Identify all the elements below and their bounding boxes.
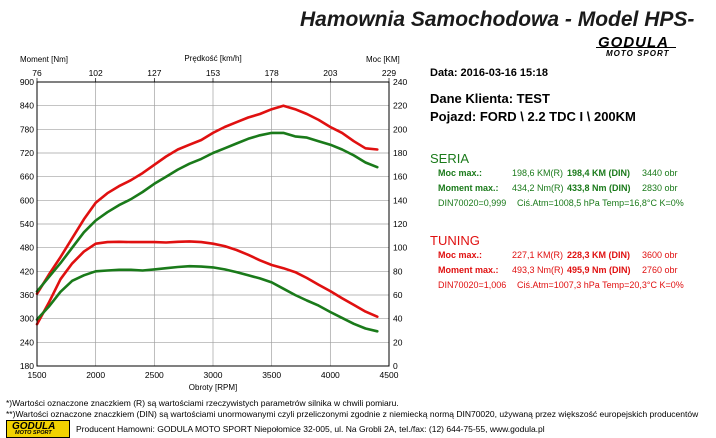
top-tick-label: 229 (382, 68, 396, 78)
chart-grid (37, 82, 389, 366)
footer-logo: GODULA MOTO SPORT (6, 420, 70, 438)
x-tick-label: 3000 (204, 370, 223, 380)
seria-moc-label: Moc max.: (438, 168, 483, 178)
seria-din: DIN70020=0,999 (438, 198, 507, 208)
y-right-tick-label: 20 (393, 337, 403, 347)
seria-label: SERIA (430, 151, 470, 166)
x-tick-label: 4500 (380, 370, 399, 380)
x-tick-label: 2500 (145, 370, 164, 380)
y-right-tick-label: 160 (393, 172, 407, 182)
y-left-tick-label: 660 (20, 172, 34, 182)
y-right-tick-label: 40 (393, 314, 403, 324)
y-right-tick-label: 100 (393, 243, 407, 253)
y-right-tick-label: 120 (393, 219, 407, 229)
chart-ticks: 1500 2000 2500 3000 3500 4000 4500180240300360… (20, 68, 408, 380)
series-line-tuning-moment (35, 240, 379, 326)
tuning-moment-label: Moment max.: (438, 265, 499, 275)
seria-moment-rpm: 2830 obr (642, 183, 678, 193)
tuning-moment-rpm: 2760 obr (642, 265, 678, 275)
tuning-moc-label: Moc max.: (438, 250, 483, 260)
top-tick-label: 76 (32, 68, 42, 78)
tuning-moment-din: 495,9 Nm (DIN) (567, 265, 631, 275)
logo-sub: MOTO SPORT (606, 49, 670, 58)
y-right-tick-label: 60 (393, 290, 403, 300)
series-line-seria-moc (35, 131, 379, 293)
tuning-label: TUNING (430, 233, 480, 248)
seria-moment-din: 433,8 Nm (DIN) (567, 183, 631, 193)
y-right-tick-label: 220 (393, 101, 407, 111)
tuning-moc-din: 228,3 KM (DIN) (567, 250, 631, 260)
seria-atm: Ciś.Atm=1008,5 hPa Temp=16,8°C K=0% (517, 198, 684, 208)
seria-moc-rpm: 3440 obr (642, 168, 678, 178)
y-right-tick-label: 200 (393, 124, 407, 134)
seria-moc-r: 198,6 KM(R) (512, 168, 564, 178)
client-name: Dane Klienta: TEST (430, 91, 550, 106)
y-left-label: Moment [Nm] (20, 55, 68, 64)
y-left-tick-label: 180 (20, 361, 34, 371)
producer-info: Producent Hamowni: GODULA MOTO SPORT Nie… (76, 424, 545, 434)
y-right-tick-label: 180 (393, 148, 407, 158)
seria-moment-label: Moment max.: (438, 183, 499, 193)
y-left-tick-label: 720 (20, 148, 34, 158)
x-tick-label: 3500 (262, 370, 281, 380)
y-left-tick-label: 840 (20, 101, 34, 111)
top-tick-label: 102 (89, 68, 103, 78)
x-tick-label: 4000 (321, 370, 340, 380)
y-right-tick-label: 240 (393, 77, 407, 87)
x-tick-label: 1500 (28, 370, 47, 380)
footnote-r: *)Wartości oznaczone znaczkiem (R) są wa… (6, 398, 399, 408)
footer-logo-text: GODULA (12, 421, 56, 432)
tuning-moc-r: 227,1 KM(R) (512, 250, 564, 260)
chart-lines (35, 104, 379, 333)
y-left-tick-label: 600 (20, 195, 34, 205)
y-left-tick-label: 360 (20, 290, 34, 300)
top-tick-label: 178 (265, 68, 279, 78)
y-left-tick-label: 480 (20, 243, 34, 253)
seria-moc-din: 198,4 KM (DIN) (567, 168, 631, 178)
footer-logo-sub: MOTO SPORT (15, 430, 52, 436)
top-tick-label: 127 (147, 68, 161, 78)
y-left-tick-label: 900 (20, 77, 34, 87)
series-line-tuning-moc (35, 104, 379, 296)
test-date: Data: 2016-03-16 15:18 (430, 67, 549, 79)
y-left-tick-label: 240 (20, 337, 34, 347)
godula-logo: GODULA MOTO SPORT (592, 34, 712, 60)
top-tick-label: 153 (206, 68, 220, 78)
vehicle-info: Pojazd: FORD \ 2.2 TDC I \ 200KM (430, 109, 636, 124)
y-right-tick-label: 80 (393, 266, 403, 276)
tuning-din: DIN70020=1,006 (438, 280, 507, 290)
y-left-tick-label: 300 (20, 314, 34, 324)
y-left-tick-label: 780 (20, 124, 34, 134)
tuning-moment-r: 493,3 Nm(R) (512, 265, 564, 275)
dyno-chart: 1500 2000 2500 3000 3500 4000 4500180240300360… (20, 54, 408, 392)
page-title: Hamownia Samochodowa - Model HPS- (300, 8, 695, 31)
logo-main: GODULA (598, 34, 669, 51)
seria-moment-r: 434,2 Nm(R) (512, 183, 564, 193)
x-bottom-label: Obroty [RPM] (189, 383, 237, 392)
y-right-label: Moc [KM] (366, 55, 400, 64)
series-line-seria-moment (35, 264, 379, 333)
tuning-moc-rpm: 3600 obr (642, 250, 678, 260)
y-left-tick-label: 540 (20, 219, 34, 229)
y-left-tick-label: 420 (20, 266, 34, 276)
footnote-din: **)Wartości oznaczone znaczkiem (DIN) są… (6, 409, 699, 419)
y-right-tick-label: 140 (393, 195, 407, 205)
x-tick-label: 2000 (86, 370, 105, 380)
top-tick-label: 203 (323, 68, 337, 78)
y-right-tick-label: 0 (393, 361, 398, 371)
x-top-label: Prędkość [km/h] (184, 54, 241, 63)
tuning-atm: Ciś.Atm=1007,3 hPa Temp=20,3°C K=0% (517, 280, 684, 290)
